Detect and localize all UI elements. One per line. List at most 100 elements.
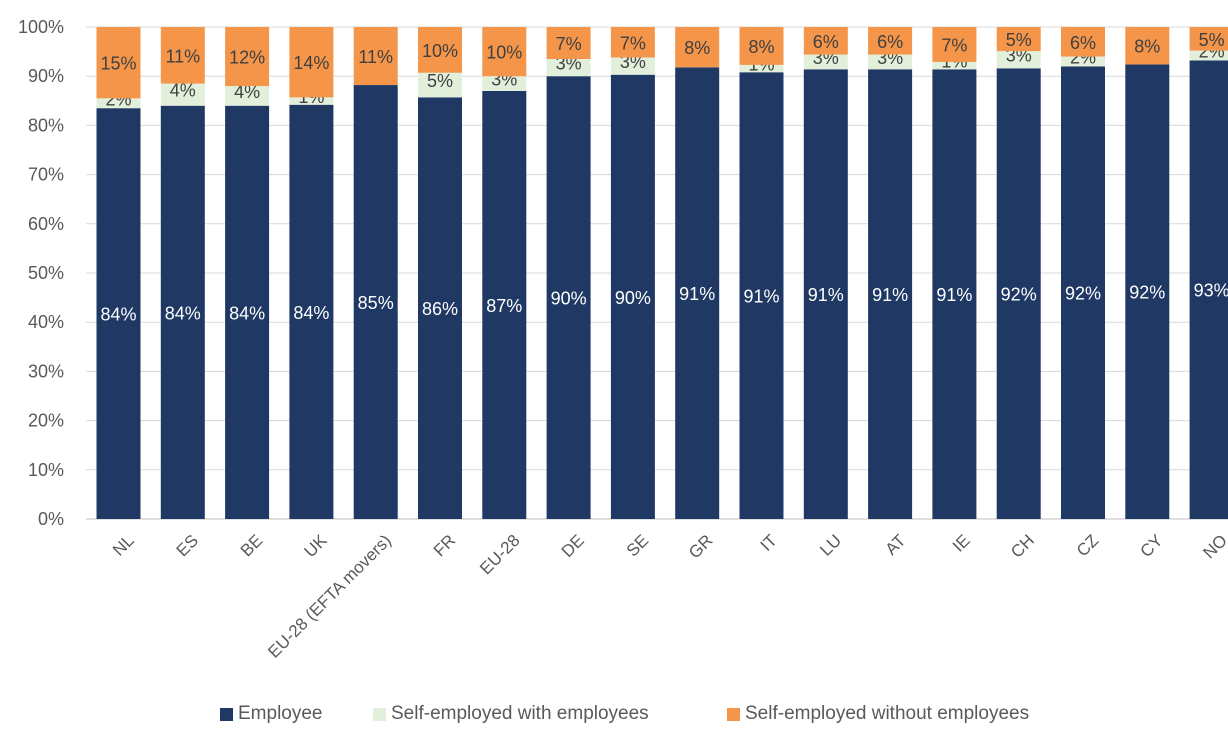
data-label: 8% <box>748 37 774 57</box>
bar-segment-employee <box>1189 60 1228 520</box>
bar-segment-self-employed-without-employees <box>546 27 591 59</box>
data-label: 12% <box>229 48 265 68</box>
legend-swatch-self-employed-with <box>373 707 386 721</box>
x-tick-label: EU-28 <box>476 531 524 579</box>
bar-segment-self-employed-without-employees <box>1061 27 1105 57</box>
bar-segment-self-employed-with-employees <box>96 98 141 109</box>
data-label: 7% <box>620 33 646 53</box>
bar-segment-employee <box>1061 66 1105 520</box>
y-tick-label: 10% <box>28 460 64 480</box>
y-tick-label: 40% <box>28 312 64 332</box>
x-tick-label: ES <box>173 531 202 560</box>
bar-segment-self-employed-with-employees <box>996 51 1041 69</box>
bar-segment-employee <box>610 74 655 519</box>
bar-segment-employee <box>675 67 720 520</box>
bar-segment-employee <box>546 76 591 519</box>
x-tick-label: DE <box>558 531 588 561</box>
legend-label-self-employed-with: Self-employed with employees <box>391 703 649 724</box>
bar-segment-self-employed-with-employees <box>868 54 913 70</box>
data-label: 84% <box>229 303 265 323</box>
bar-segment-self-employed-without-employees <box>289 27 334 98</box>
bar-segment-self-employed-with-employees <box>610 57 655 75</box>
data-label: 91% <box>808 285 844 305</box>
bar-segment-employee <box>160 105 205 519</box>
x-tick-label: LU <box>816 531 845 560</box>
bar-segment-self-employed-with-employees <box>160 83 205 106</box>
bar-segment-self-employed-without-employees <box>932 27 977 62</box>
legend-swatch-self-employed-without <box>727 707 740 721</box>
data-label: 91% <box>679 284 715 304</box>
bar-segment-self-employed-without-employees <box>160 27 205 84</box>
bar-segment-employee <box>96 108 141 520</box>
x-tick-label: NL <box>109 531 138 560</box>
data-label: 5% <box>427 71 453 91</box>
bar-segment-employee <box>739 72 784 519</box>
data-label: 5% <box>1006 30 1032 50</box>
data-label: 6% <box>877 32 903 52</box>
legend-label-employee: Employee <box>238 703 323 724</box>
bar-segment-employee <box>996 68 1041 519</box>
bar-segment-self-employed-without-employees <box>482 27 527 77</box>
bar-segment-self-employed-with-employees <box>1061 56 1105 67</box>
bar-segment-self-employed-without-employees <box>610 27 655 58</box>
bar-segment-self-employed-without-employees <box>418 27 462 73</box>
bar-segment-employee <box>353 85 398 519</box>
data-label: 84% <box>100 305 136 325</box>
bar-segment-employee <box>1125 64 1170 519</box>
bar-segment-self-employed-without-employees <box>868 27 913 55</box>
data-label: 7% <box>556 34 582 54</box>
data-label: 4% <box>234 82 260 102</box>
data-label: 87% <box>486 296 522 316</box>
data-label: 7% <box>941 35 967 55</box>
chart-legend: Employee Self-employed with employees Se… <box>0 703 1228 743</box>
bar-segment-self-employed-without-employees <box>353 27 398 86</box>
bar-segment-self-employed-with-employees <box>289 97 334 105</box>
x-tick-label: EU-28 (EFTA movers) <box>264 531 395 662</box>
bar-segment-self-employed-with-employees <box>803 54 848 70</box>
data-label: 93% <box>1194 281 1228 301</box>
data-label: 11% <box>165 46 200 66</box>
x-tick-label: FR <box>430 531 459 560</box>
data-label: 85% <box>358 293 394 313</box>
x-tick-label: NO <box>1199 531 1228 562</box>
data-label: 91% <box>936 285 972 305</box>
y-tick-label: 100% <box>18 17 64 37</box>
bar-segment-self-employed-with-employees <box>739 64 784 73</box>
y-tick-label: 70% <box>28 165 64 185</box>
bar-segment-employee <box>932 69 977 519</box>
data-label: 10% <box>422 41 458 61</box>
data-label: 92% <box>1129 283 1165 303</box>
data-label: 8% <box>1134 37 1160 57</box>
bar-segment-self-employed-without-employees <box>739 27 784 65</box>
legend-label-self-employed-without: Self-employed without employees <box>745 703 1030 724</box>
data-label: 11% <box>358 47 393 67</box>
x-tick-label: UK <box>301 530 332 561</box>
bar-segment-self-employed-with-employees <box>482 76 527 91</box>
data-label: 92% <box>1001 285 1037 305</box>
data-label: 84% <box>293 303 329 323</box>
y-tick-label: 20% <box>28 411 64 431</box>
bar-segment-self-employed-without-employees <box>675 27 720 68</box>
bar-segment-self-employed-without-employees <box>803 27 848 55</box>
legend-item-self-employed-without: Self-employed without employees <box>727 703 1029 725</box>
bar-segment-self-employed-without-employees <box>1189 27 1228 51</box>
bar-segment-self-employed-with-employees <box>1189 50 1228 61</box>
x-tick-label: GR <box>685 531 716 562</box>
y-tick-label: 80% <box>28 115 64 135</box>
data-label: 91% <box>872 285 908 305</box>
x-tick-label: SE <box>623 531 652 560</box>
data-label: 10% <box>486 43 522 63</box>
data-label: 8% <box>684 38 710 58</box>
data-label: 5% <box>1199 30 1225 50</box>
legend-swatch-employee <box>220 707 233 721</box>
x-tick-label: CH <box>1007 531 1038 562</box>
data-label: 90% <box>615 288 651 308</box>
bar-segment-employee <box>803 69 848 519</box>
legend-item-self-employed-with: Self-employed with employees <box>373 703 649 725</box>
bar-segment-employee <box>225 105 270 519</box>
bar-segment-self-employed-with-employees <box>932 61 977 70</box>
x-tick-label: CZ <box>1073 531 1102 560</box>
y-tick-label: 50% <box>28 263 64 283</box>
y-tick-label: 0% <box>38 509 64 529</box>
